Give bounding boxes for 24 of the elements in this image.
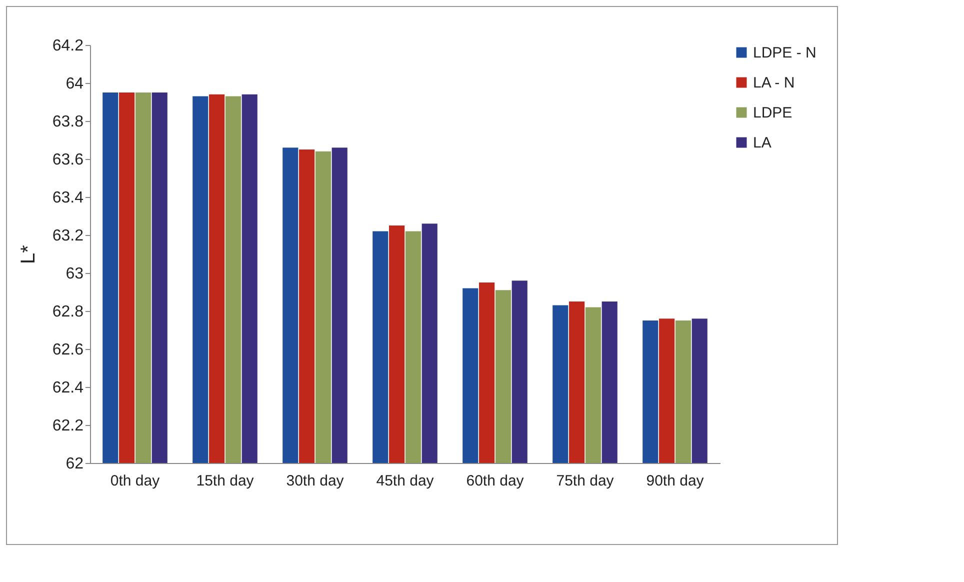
y-tick-label: 62.6: [52, 342, 84, 358]
y-tick-label: 64.2: [52, 38, 84, 54]
y-tick-label: 64: [66, 76, 84, 92]
y-tick-label: 62.2: [52, 418, 84, 434]
x-tick-label: 60th day: [466, 472, 524, 490]
x-tick-label: 45th day: [376, 472, 434, 490]
y-tick-label: 62.8: [52, 304, 84, 320]
y-tick-label: 63: [66, 266, 84, 282]
y-tick-label: 62: [66, 456, 84, 472]
x-tick-label: 75th day: [556, 472, 614, 490]
y-tick-label: 63.4: [52, 190, 84, 206]
legend-label: LA - N: [753, 74, 795, 92]
y-tick-label: 63.8: [52, 114, 84, 130]
legend-label: LDPE - N: [753, 44, 816, 62]
legend-label: LDPE: [753, 104, 792, 122]
y-axis-title: L*: [17, 244, 40, 264]
x-tick-label: 0th day: [110, 472, 160, 490]
legend-label: LA: [753, 134, 772, 152]
y-tick-label: 63.2: [52, 228, 84, 244]
x-tick-label: 30th day: [286, 472, 344, 490]
y-tick-label: 62.4: [52, 380, 84, 396]
x-tick-label: 15th day: [196, 472, 254, 490]
y-tick-label: 63.6: [52, 152, 84, 168]
x-tick-label: 90th day: [646, 472, 704, 490]
